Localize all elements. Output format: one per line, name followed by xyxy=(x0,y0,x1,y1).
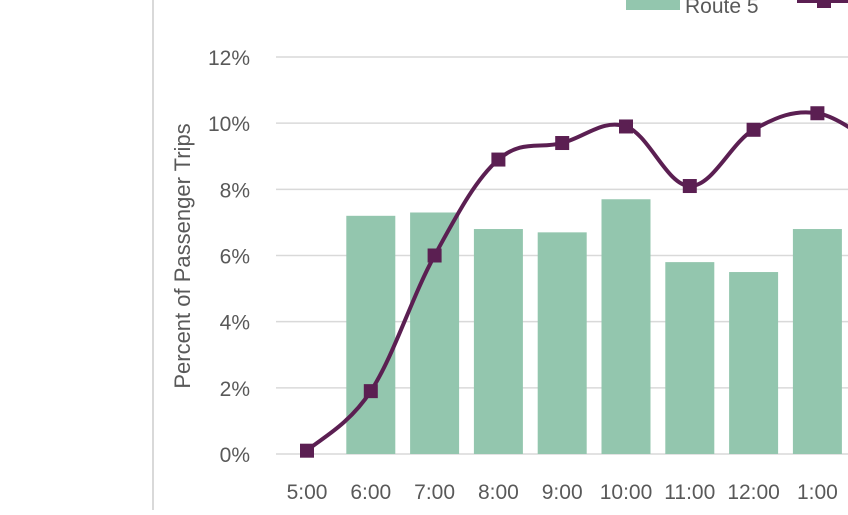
y-tick-label: 10% xyxy=(208,113,250,136)
x-tick-label: 6:00 xyxy=(350,481,391,504)
series-line xyxy=(305,110,848,453)
x-axis-ticks: 5:006:007:008:009:0010:0011:0012:001:002… xyxy=(287,481,838,504)
y-tick-label: 12% xyxy=(208,47,250,70)
x-tick-label: 7:00 xyxy=(414,481,455,504)
line-marker xyxy=(682,179,697,194)
line-marker xyxy=(427,248,442,263)
y-axis-ticks: 0% 2% 4% 6% 8% 10% 12% xyxy=(208,47,250,467)
bar xyxy=(473,229,523,454)
bar xyxy=(729,272,779,454)
line-marker xyxy=(746,122,761,137)
y-tick-label: 8% xyxy=(220,179,250,202)
x-tick-label: 12:00 xyxy=(727,481,780,504)
bar xyxy=(665,262,715,454)
y-axis-title: Percent of Passenger Trips xyxy=(170,123,195,388)
line-marker xyxy=(300,443,314,458)
bar xyxy=(346,215,396,454)
bar xyxy=(792,229,842,454)
x-tick-label: 1:00 xyxy=(797,481,838,504)
line-marker xyxy=(619,119,633,134)
line-marker xyxy=(491,152,506,167)
line-series xyxy=(300,106,848,458)
y-tick-label: 2% xyxy=(220,378,250,401)
legend-label: Route 5 xyxy=(685,0,759,18)
legend: Route 5 xyxy=(626,0,848,18)
x-tick-label: 11:00 xyxy=(664,481,715,504)
legend-swatch-marker xyxy=(817,0,831,8)
x-tick-label: 10:00 xyxy=(600,481,653,504)
y-tick-label: 6% xyxy=(220,246,250,269)
bar-series xyxy=(346,199,842,454)
line-marker xyxy=(363,384,378,399)
y-tick-label: 4% xyxy=(220,312,250,335)
line-marker xyxy=(810,106,825,121)
legend-swatch-bar xyxy=(626,0,680,10)
x-tick-label: 8:00 xyxy=(478,481,519,504)
x-tick-label: 5:00 xyxy=(287,481,328,504)
y-tick-label: 0% xyxy=(220,444,250,467)
bar xyxy=(601,199,651,454)
line-marker xyxy=(555,136,570,151)
x-tick-label: 9:00 xyxy=(542,481,583,504)
bar xyxy=(537,232,587,454)
